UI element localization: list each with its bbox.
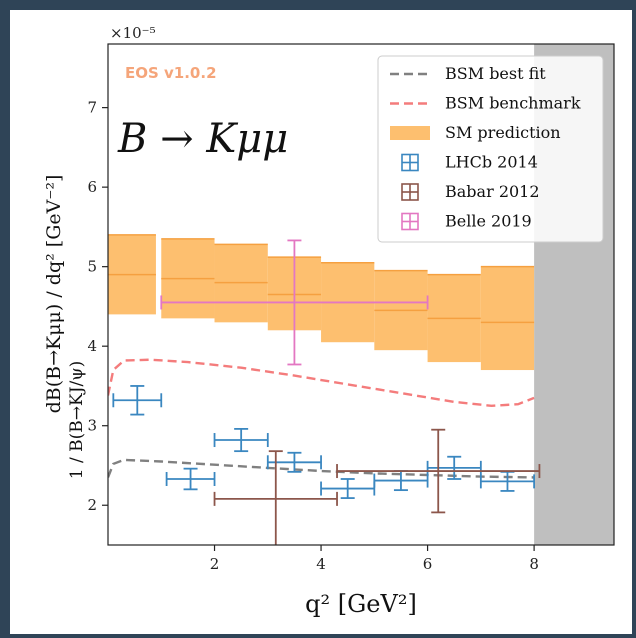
y-tick-label-3: 3 (87, 417, 97, 435)
scale-label: ×10⁻⁵ (110, 24, 156, 42)
y-axis-label-main: dB(B→Kμμ) / dq² [GeV⁻²] (43, 175, 65, 414)
y-tick-label-2: 2 (87, 496, 97, 514)
belle-point-0 (160, 239, 429, 366)
legend-label-belle: Belle 2019 (445, 212, 532, 231)
y-tick-label-7: 7 (87, 99, 97, 117)
legend-box (377, 55, 604, 243)
lhcb-point-1 (165, 467, 216, 491)
plot-border (107, 43, 615, 546)
x-axis-label: q² [GeV²] (305, 590, 417, 618)
legend-entry-babar: Babar 2012 (401, 182, 540, 201)
x-tick-label-4: 4 (316, 555, 326, 573)
legend-entry-lhcb: LHCb 2014 (401, 153, 538, 172)
legend-entry-bsm_best_fit: BSM best fit (390, 64, 546, 83)
sm-bin-2 (214, 244, 268, 323)
lhcb-point-2 (213, 427, 269, 453)
sm-bin-7 (480, 266, 535, 371)
x-tick-label-2: 2 (210, 555, 220, 573)
legend-label-bsm_best_fit: BSM best fit (445, 64, 546, 83)
legend-entry-sm: SM prediction (390, 123, 561, 142)
x-tick-label-8: 8 (529, 555, 539, 573)
lhcb-point-4 (320, 478, 376, 499)
lhcb-point-0 (112, 385, 163, 416)
lhcb-point-6 (426, 455, 482, 480)
babar-point-0 (213, 450, 338, 545)
y-tick-label-6: 6 (87, 178, 97, 196)
bsm-benchmark-curve (108, 358, 535, 408)
y-tick-label-5: 5 (87, 258, 97, 276)
watermark-text: EOS v1.0.2 (125, 64, 217, 82)
legend-entry-bsm_benchmark: BSM benchmark (390, 94, 581, 113)
legend-label-babar: Babar 2012 (445, 182, 540, 201)
legend-label-lhcb: LHCb 2014 (445, 153, 538, 172)
legend-label-sm: SM prediction (445, 123, 561, 142)
legend-entry-belle: Belle 2019 (401, 212, 532, 231)
y-tick-label-4: 4 (87, 337, 97, 355)
legend: BSM best fit BSM benchmark SM prediction LH… (377, 55, 604, 243)
babar-point-1 (336, 428, 541, 514)
legend-label-bsm_benchmark: BSM benchmark (445, 94, 581, 113)
process-label: B → Kμμ (117, 116, 288, 162)
x-tick-label-6: 6 (423, 555, 433, 573)
y-axis-label-norm: 1 / B(B→KJ/ψ) (67, 361, 87, 479)
legend-swatch-sm (390, 126, 430, 140)
